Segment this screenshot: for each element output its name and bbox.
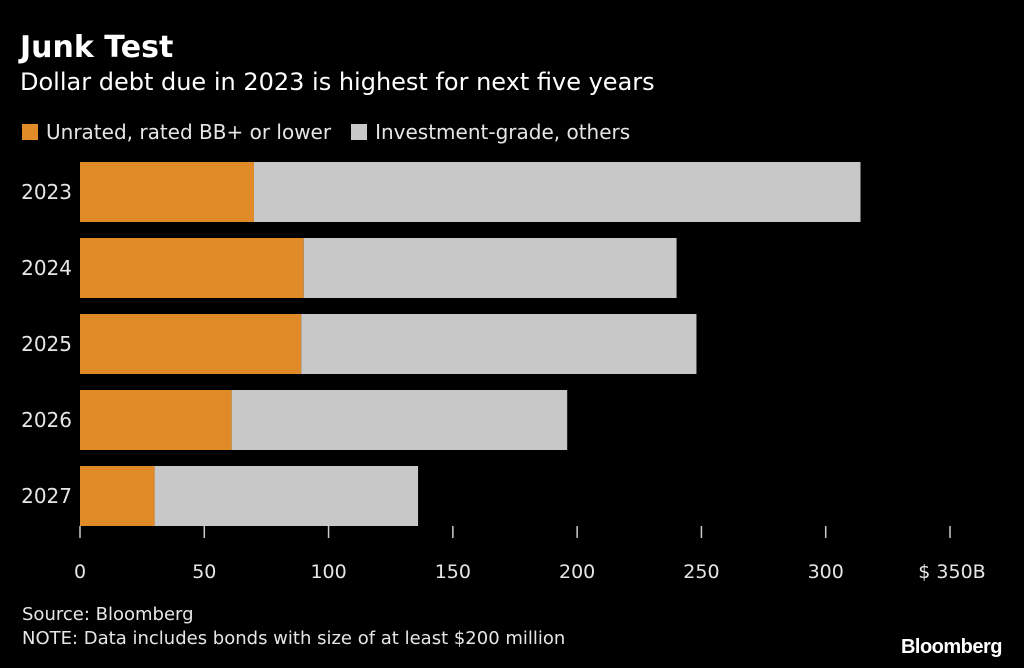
x-tick-label-350: $ 350B — [918, 561, 985, 583]
x-tick-label-0: 0 — [74, 561, 86, 583]
chart-subtitle: Dollar debt due in 2023 is highest for n… — [20, 68, 655, 96]
bloomberg-logo: Bloomberg — [900, 636, 1003, 658]
legend-label-investment-grade: Investment-grade, others — [375, 120, 631, 144]
legend-item-unrated: Unrated, rated BB+ or lower — [22, 120, 331, 144]
x-tick-label-250: 250 — [683, 561, 719, 583]
x-tick-label-200: 200 — [559, 561, 595, 583]
bar-2024-unrated — [80, 238, 304, 298]
bar-2023-unrated — [80, 162, 254, 222]
x-tick-label-150: 150 — [435, 561, 471, 583]
x-tick-label-100: 100 — [310, 561, 346, 583]
legend-swatch-investment-grade — [351, 124, 368, 140]
bar-2027-investment-grade — [154, 466, 419, 526]
y-tick-label-2023: 2023 — [21, 180, 72, 204]
bar-2025-investment-grade — [301, 314, 697, 374]
bar-2023-investment-grade — [254, 162, 861, 222]
x-tick-label-300: 300 — [808, 561, 844, 583]
note-text: NOTE: Data includes bonds with size of a… — [22, 628, 566, 649]
bar-2024-investment-grade — [303, 238, 677, 298]
y-tick-label-2025: 2025 — [21, 332, 72, 356]
y-tick-label-2024: 2024 — [21, 256, 72, 280]
y-tick-label-2027: 2027 — [21, 484, 72, 508]
x-tick-label-50: 50 — [192, 561, 216, 583]
chart-legend: Unrated, rated BB+ or lower Investment-g… — [22, 120, 650, 144]
y-tick-label-2026: 2026 — [21, 408, 72, 432]
legend-label-unrated: Unrated, rated BB+ or lower — [46, 120, 332, 144]
source-text: Source: Bloomberg — [22, 604, 194, 625]
bar-2025-unrated — [80, 314, 302, 374]
bar-2026-investment-grade — [231, 390, 568, 450]
legend-swatch-unrated — [22, 124, 38, 140]
bar-2026-unrated — [80, 390, 232, 450]
bar-2027-unrated — [80, 466, 155, 526]
legend-item-investment-grade: Investment-grade, others — [351, 120, 630, 144]
chart-title: Junk Test — [20, 30, 174, 65]
